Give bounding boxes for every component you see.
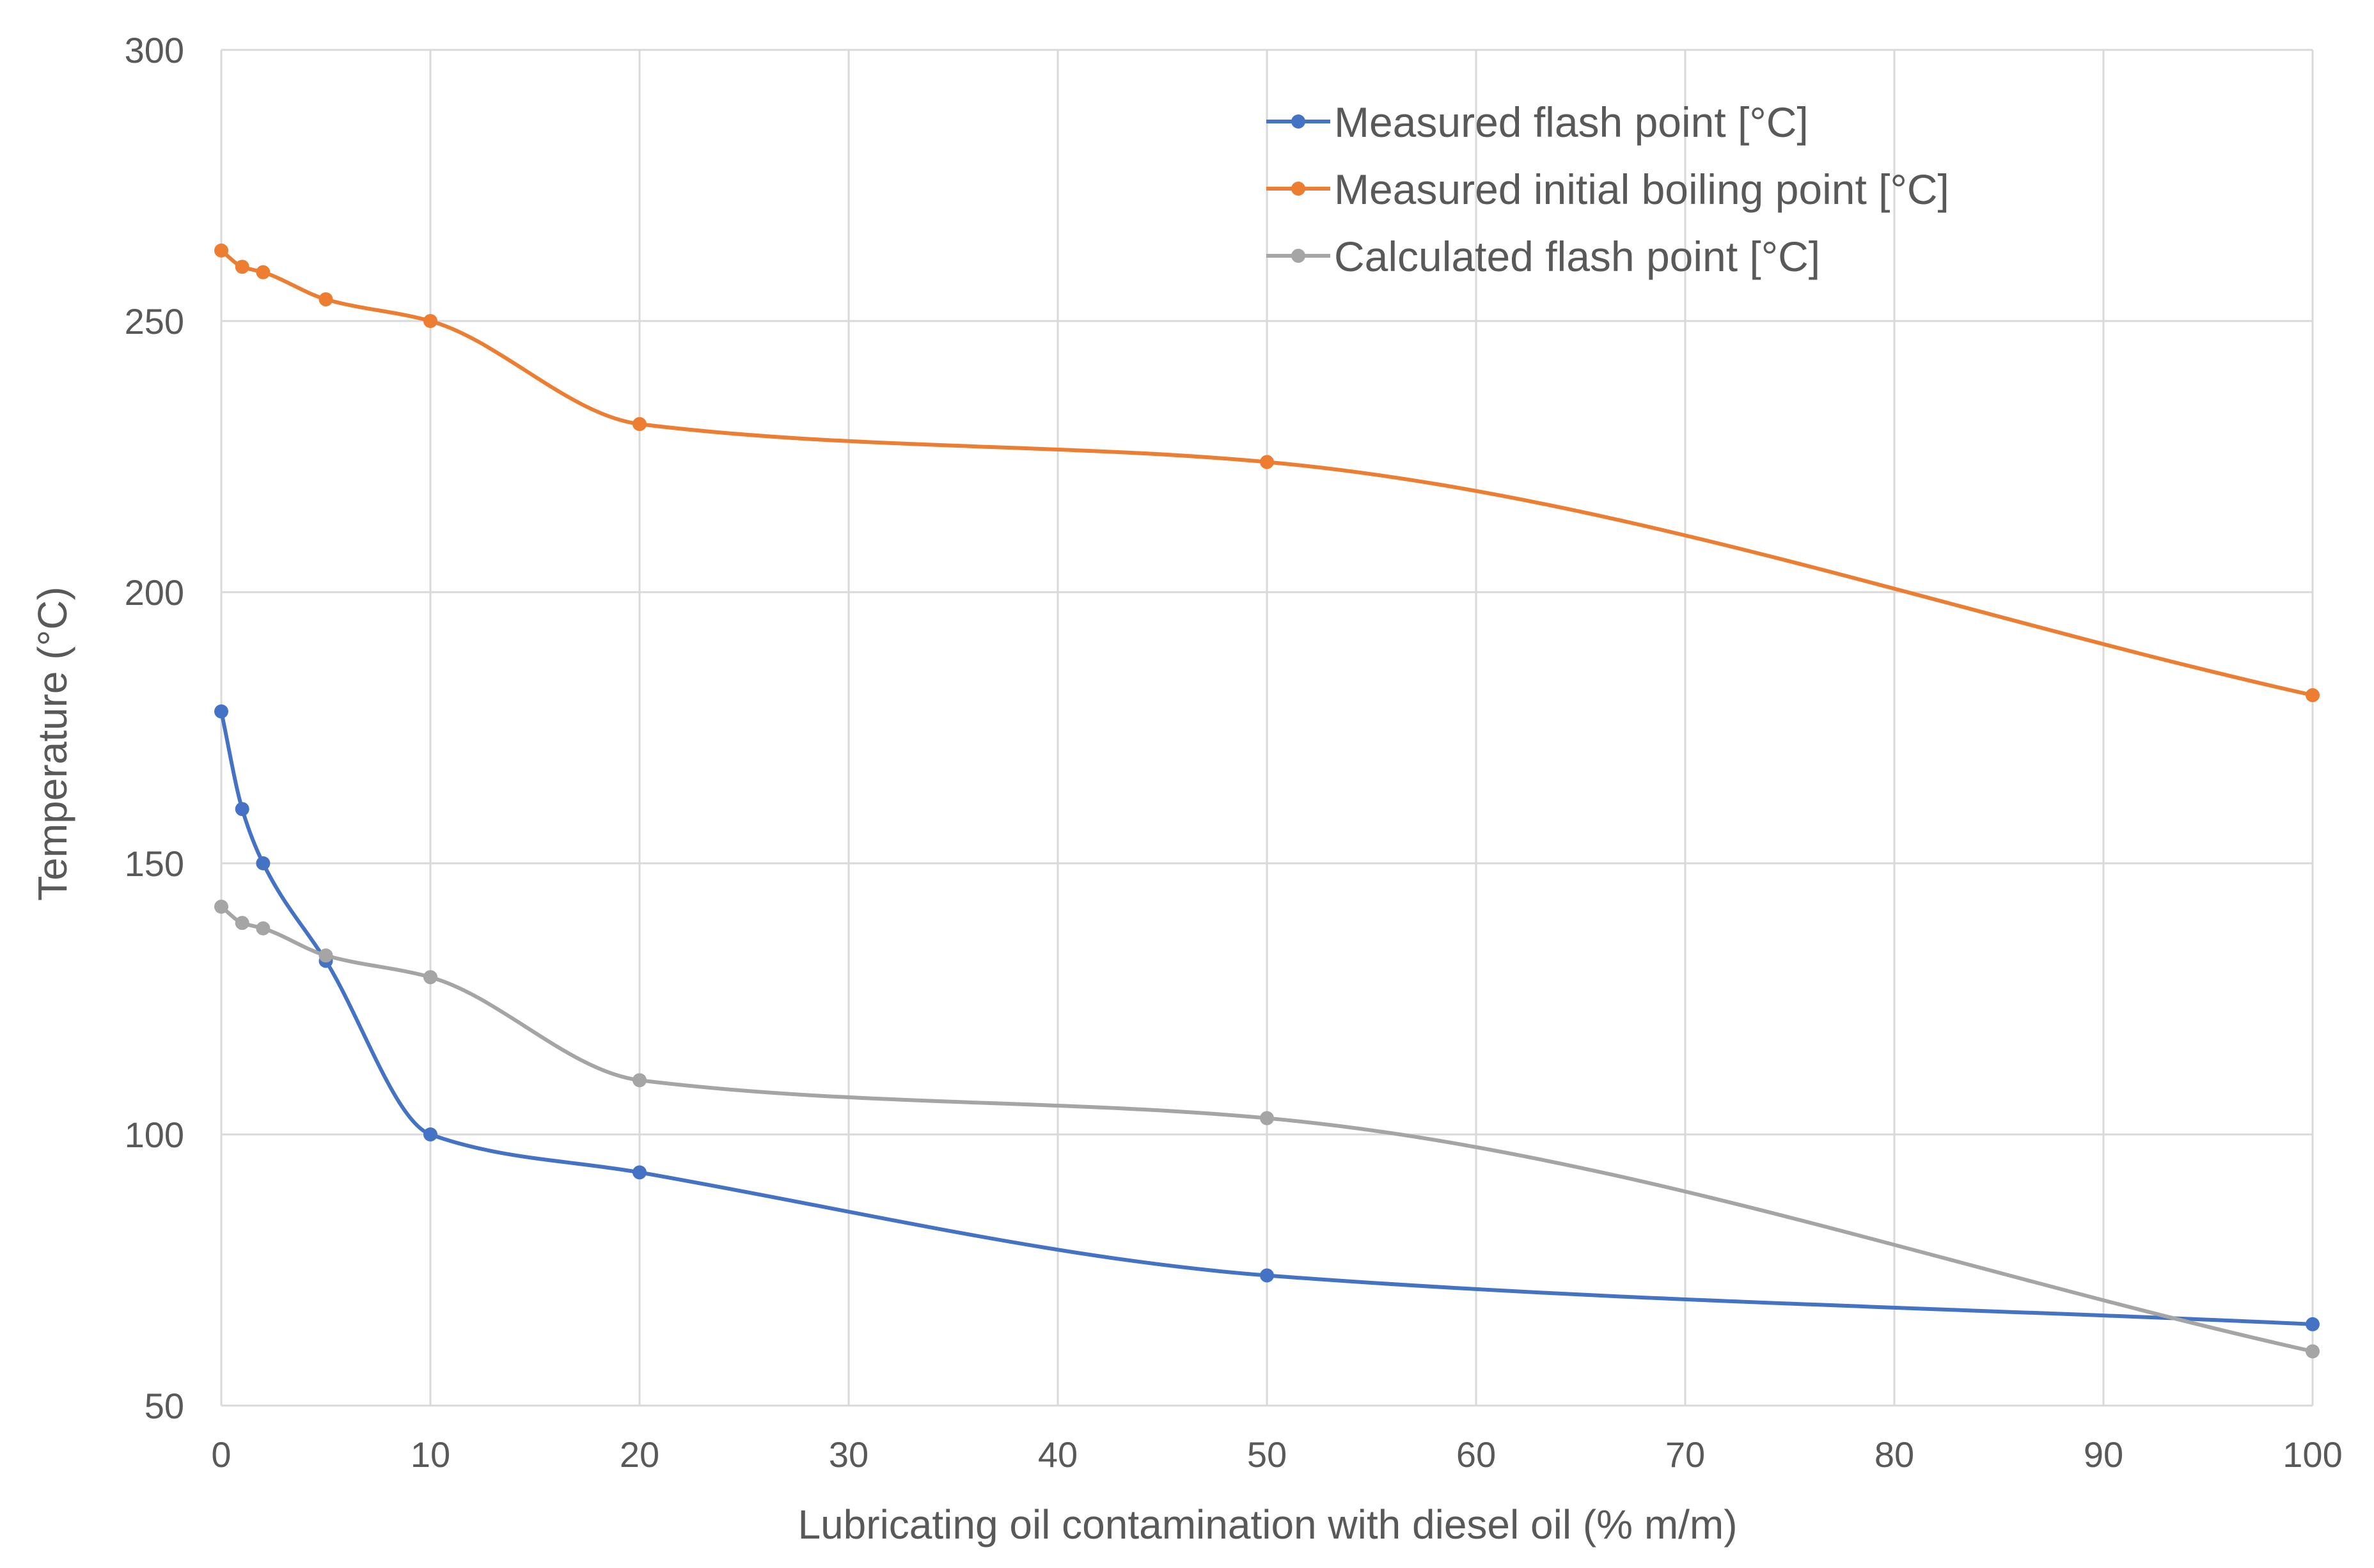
x-tick-label: 20 bbox=[620, 1434, 659, 1475]
y-tick-label: 50 bbox=[145, 1386, 184, 1426]
legend-label: Calculated flash point [°C] bbox=[1334, 233, 1820, 280]
x-tick-label: 100 bbox=[2283, 1434, 2342, 1475]
series-line bbox=[220, 905, 2313, 1354]
y-tick-label: 300 bbox=[125, 30, 184, 70]
series-2 bbox=[214, 243, 2320, 703]
x-axis-title: Lubricating oil contamination with diese… bbox=[798, 1501, 1737, 1548]
x-tick-label: 60 bbox=[1456, 1434, 1496, 1475]
x-tick-label: 40 bbox=[1038, 1434, 1078, 1475]
data-point bbox=[423, 314, 437, 328]
data-point bbox=[633, 1073, 647, 1088]
x-tick-label: 80 bbox=[1875, 1434, 1914, 1475]
legend-item: Calculated flash point [°C] bbox=[1266, 233, 1820, 280]
data-point bbox=[318, 948, 333, 963]
y-tick-label: 250 bbox=[125, 301, 184, 341]
legend-swatch-marker bbox=[1291, 249, 1305, 263]
series-group bbox=[214, 243, 2320, 1359]
data-point bbox=[2306, 688, 2320, 703]
x-tick-label: 70 bbox=[1665, 1434, 1705, 1475]
gridlines bbox=[220, 49, 2314, 1407]
data-point bbox=[1260, 1268, 1274, 1283]
x-axis-ticks: 0 10 20 30 40 50 60 70 80 90 100 bbox=[211, 1434, 2342, 1475]
data-point bbox=[1260, 1111, 1274, 1125]
data-point bbox=[318, 292, 333, 307]
data-point bbox=[633, 1165, 647, 1180]
data-point bbox=[214, 899, 228, 914]
data-point bbox=[1260, 455, 1274, 469]
legend-label: Measured flash point [°C] bbox=[1334, 98, 1809, 146]
x-tick-label: 30 bbox=[829, 1434, 869, 1475]
y-tick-label: 100 bbox=[125, 1115, 184, 1155]
data-point bbox=[235, 802, 249, 817]
x-tick-label: 90 bbox=[2084, 1434, 2123, 1475]
y-tick-label: 150 bbox=[125, 843, 184, 884]
data-point bbox=[256, 265, 271, 279]
data-point bbox=[214, 243, 228, 258]
data-point bbox=[235, 260, 249, 274]
data-point bbox=[2306, 1344, 2320, 1359]
legend: Measured flash point [°C] Measured initia… bbox=[1266, 98, 1949, 280]
data-point bbox=[235, 916, 249, 930]
series-3 bbox=[214, 899, 2320, 1359]
data-point bbox=[423, 1127, 437, 1141]
data-point bbox=[256, 856, 271, 870]
x-tick-label: 0 bbox=[211, 1434, 231, 1475]
data-point bbox=[423, 970, 437, 985]
x-tick-label: 50 bbox=[1247, 1434, 1287, 1475]
legend-item: Measured initial boiling point [°C] bbox=[1266, 166, 1949, 213]
data-point bbox=[633, 417, 647, 432]
x-tick-label: 10 bbox=[411, 1434, 450, 1475]
legend-swatch-marker bbox=[1291, 182, 1305, 196]
y-tick-label: 200 bbox=[125, 572, 184, 613]
y-axis-title: Temperature (°C) bbox=[29, 586, 75, 901]
legend-label: Measured initial boiling point [°C] bbox=[1334, 166, 1949, 213]
legend-swatch-marker bbox=[1291, 114, 1305, 129]
data-point bbox=[214, 704, 228, 719]
data-point bbox=[2306, 1317, 2320, 1331]
series-line bbox=[220, 249, 2313, 698]
legend-item: Measured flash point [°C] bbox=[1266, 98, 1809, 146]
data-point bbox=[256, 921, 271, 936]
y-axis-ticks: 50 100 150 200 250 300 bbox=[125, 30, 184, 1426]
